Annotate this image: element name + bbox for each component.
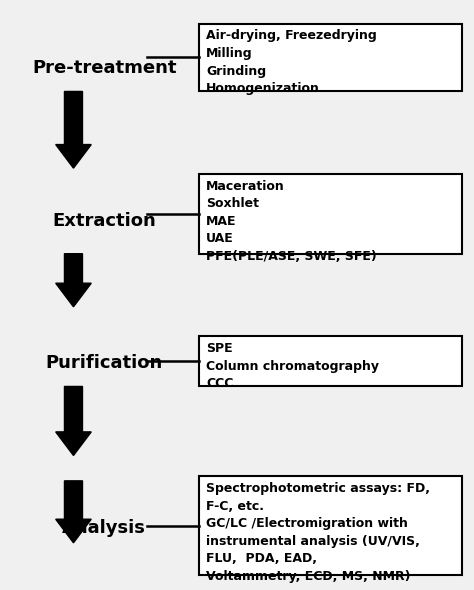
Text: Analysis: Analysis	[63, 519, 146, 537]
FancyBboxPatch shape	[199, 336, 462, 386]
Text: SPE
Column chromatography
CCC: SPE Column chromatography CCC	[206, 342, 379, 390]
FancyArrow shape	[56, 481, 91, 543]
Text: Pre-treatment: Pre-treatment	[32, 59, 176, 77]
Text: Maceration
Soxhlet
MAE
UAE
PFE(PLE/ASE, SWE, SFE): Maceration Soxhlet MAE UAE PFE(PLE/ASE, …	[206, 180, 377, 263]
FancyArrow shape	[56, 386, 91, 455]
FancyBboxPatch shape	[199, 174, 462, 254]
Text: Spectrophotometric assays: FD,
F-C, etc.
GC/LC /Electromigration with
instrument: Spectrophotometric assays: FD, F-C, etc.…	[206, 482, 430, 582]
Text: Purification: Purification	[46, 354, 163, 372]
FancyArrow shape	[56, 91, 91, 168]
FancyArrow shape	[56, 254, 91, 307]
FancyBboxPatch shape	[199, 476, 462, 575]
FancyBboxPatch shape	[199, 24, 462, 91]
Text: Extraction: Extraction	[53, 212, 156, 230]
Text: Air-drying, Freezedrying
Milling
Grinding
Homogenization: Air-drying, Freezedrying Milling Grindin…	[206, 30, 377, 95]
